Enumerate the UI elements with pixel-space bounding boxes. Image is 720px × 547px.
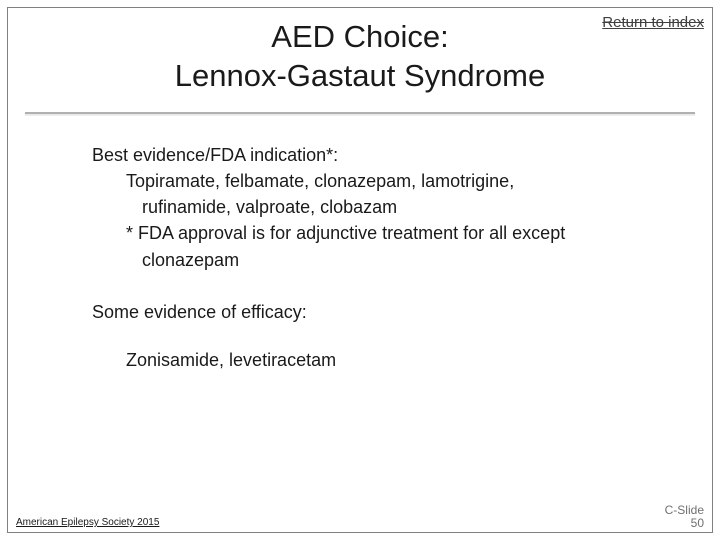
footer-attribution: American Epilepsy Society 2015 xyxy=(16,517,159,528)
spacer xyxy=(92,274,676,300)
section1-heading: Best evidence/FDA indication*: xyxy=(92,143,676,167)
return-to-index-link[interactable]: Return to index xyxy=(602,14,704,31)
slide-body: Best evidence/FDA indication*: Topiramat… xyxy=(8,115,712,373)
footer-slide-label: C-Slide xyxy=(665,504,704,517)
section2-drugs: Zonisamide, levetiracetam xyxy=(92,348,676,372)
section1-drugs-line2: rufinamide, valproate, clobazam xyxy=(92,195,676,219)
footer-slide-number: C-Slide 50 xyxy=(665,504,704,530)
title-line-2: Lennox-Gastaut Syndrome xyxy=(8,57,712,96)
section1-drugs-line1: Topiramate, felbamate, clonazepam, lamot… xyxy=(92,169,676,193)
section2-heading: Some evidence of efficacy: xyxy=(92,300,676,324)
section1-footnote-line2: clonazepam xyxy=(92,248,676,272)
slide-frame: Return to index AED Choice: Lennox-Gasta… xyxy=(7,7,713,533)
footer-slide-num: 50 xyxy=(665,517,704,530)
section1-footnote-line1: * FDA approval is for adjunctive treatme… xyxy=(92,221,676,245)
spacer xyxy=(92,326,676,348)
